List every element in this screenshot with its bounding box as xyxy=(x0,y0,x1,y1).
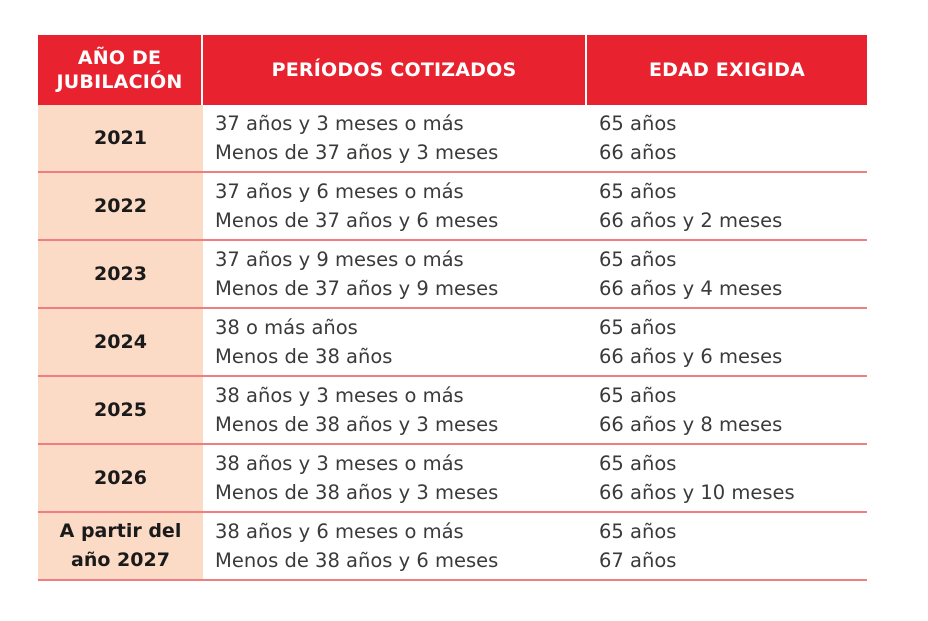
periods-cell: 37 años y 3 meses o más Menos de 37 años… xyxy=(203,105,587,171)
age-line: 66 años y 10 meses xyxy=(599,481,795,504)
header-year: AÑO DE JUBILACIÓN xyxy=(38,35,203,105)
age-line: 66 años y 2 meses xyxy=(599,209,783,232)
age-line: 65 años xyxy=(599,180,677,203)
periods-cell: 38 años y 3 meses o más Menos de 38 años… xyxy=(203,377,587,443)
age-cell: 65 años 67 años xyxy=(587,513,867,579)
periods-cell: 37 años y 9 meses o más Menos de 37 años… xyxy=(203,241,587,307)
period-line: Menos de 37 años y 9 meses xyxy=(215,277,499,300)
period-line: Menos de 38 años xyxy=(215,345,393,368)
period-line: Menos de 38 años y 6 meses xyxy=(215,549,499,572)
table-row: 2025 38 años y 3 meses o más Menos de 38… xyxy=(38,377,867,445)
age-line: 66 años xyxy=(599,141,677,164)
period-line: Menos de 38 años y 3 meses xyxy=(215,413,499,436)
age-cell: 65 años 66 años y 10 meses xyxy=(587,445,867,511)
year-cell: 2026 xyxy=(38,445,203,511)
retirement-table: AÑO DE JUBILACIÓN PERÍODOS COTIZADOS EDA… xyxy=(38,35,867,581)
age-line: 65 años xyxy=(599,520,677,543)
age-line: 65 años xyxy=(599,112,677,135)
table-row: 2026 38 años y 3 meses o más Menos de 38… xyxy=(38,445,867,513)
periods-cell: 37 años y 6 meses o más Menos de 37 años… xyxy=(203,173,587,239)
age-line: 66 años y 6 meses xyxy=(599,345,783,368)
age-line: 65 años xyxy=(599,384,677,407)
table-row: 2021 37 años y 3 meses o más Menos de 37… xyxy=(38,105,867,173)
age-cell: 65 años 66 años y 6 meses xyxy=(587,309,867,375)
period-line: 37 años y 9 meses o más xyxy=(215,248,464,271)
table-row: 2024 38 o más años Menos de 38 años 65 a… xyxy=(38,309,867,377)
header-age: EDAD EXIGIDA xyxy=(648,59,806,81)
period-line: 38 años y 3 meses o más xyxy=(215,452,464,475)
period-line: 37 años y 6 meses o más xyxy=(215,180,464,203)
age-line: 65 años xyxy=(599,452,677,475)
year-cell: 2021 xyxy=(38,105,203,171)
period-line: 37 años y 3 meses o más xyxy=(215,112,464,135)
period-line: 38 años y 6 meses o más xyxy=(215,520,464,543)
age-line: 65 años xyxy=(599,248,677,271)
year-cell: A partir del año 2027 xyxy=(38,513,203,579)
age-line: 67 años xyxy=(599,549,677,572)
year-cell: 2022 xyxy=(38,173,203,239)
periods-cell: 38 años y 3 meses o más Menos de 38 años… xyxy=(203,445,587,511)
age-line: 65 años xyxy=(599,316,677,339)
header-periods: PERÍODOS COTIZADOS xyxy=(203,35,587,105)
age-line: 66 años y 4 meses xyxy=(599,277,783,300)
year-cell: 2023 xyxy=(38,241,203,307)
period-line: 38 o más años xyxy=(215,316,358,339)
table-row: 2022 37 años y 6 meses o más Menos de 37… xyxy=(38,173,867,241)
period-line: 38 años y 3 meses o más xyxy=(215,384,464,407)
period-line: Menos de 37 años y 3 meses xyxy=(215,141,499,164)
period-line: Menos de 37 años y 6 meses xyxy=(215,209,499,232)
age-cell: 65 años 66 años y 2 meses xyxy=(587,173,867,239)
year-cell: 2025 xyxy=(38,377,203,443)
year-cell: 2024 xyxy=(38,309,203,375)
period-line: Menos de 38 años y 3 meses xyxy=(215,481,499,504)
table-row: A partir del año 2027 38 años y 6 meses … xyxy=(38,513,867,581)
age-line: 66 años y 8 meses xyxy=(599,413,783,436)
table-row: 2023 37 años y 9 meses o más Menos de 37… xyxy=(38,241,867,309)
age-cell: 65 años 66 años xyxy=(587,105,867,171)
periods-cell: 38 o más años Menos de 38 años xyxy=(203,309,587,375)
age-cell: 65 años 66 años y 4 meses xyxy=(587,241,867,307)
table-header: AÑO DE JUBILACIÓN PERÍODOS COTIZADOS EDA… xyxy=(38,35,867,105)
periods-cell: 38 años y 6 meses o más Menos de 38 años… xyxy=(203,513,587,579)
age-cell: 65 años 66 años y 8 meses xyxy=(587,377,867,443)
